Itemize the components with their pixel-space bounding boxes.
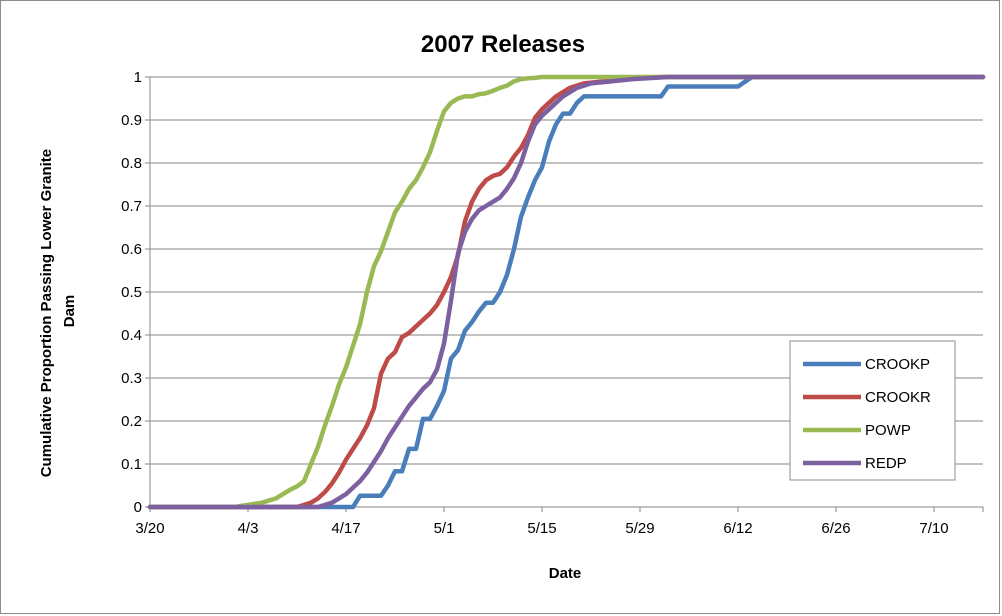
x-tick-label: 5/1 <box>434 520 455 537</box>
x-tick-label: 7/10 <box>919 520 948 537</box>
legend: CROOKP CROOKR POWP REDP <box>789 340 956 481</box>
series-line-crookp <box>147 74 986 510</box>
y-tick-label: 0.6 <box>121 241 142 258</box>
y-tick-label: 0.7 <box>121 198 142 215</box>
series-line-redp <box>147 74 986 510</box>
x-tick-label: 5/29 <box>625 520 654 537</box>
legend-label-crookr: CROOKR <box>865 389 931 406</box>
y-tick-label: 0 <box>134 499 142 516</box>
x-tick-label: 3/20 <box>135 520 164 537</box>
series-line-powp <box>147 74 986 510</box>
legend-label-redp: REDP <box>865 455 907 472</box>
y-tick-label: 0.8 <box>121 155 142 172</box>
x-tick-label: 4/17 <box>331 520 360 537</box>
y-tick-label: 0.5 <box>121 284 142 301</box>
chart-title: 2007 Releases <box>421 31 585 58</box>
y-axis-title-line-2: Dam <box>61 295 78 328</box>
x-axis-title: Date <box>549 565 582 582</box>
y-tick-label: 1 <box>134 69 142 86</box>
legend-label-crookp: CROOKP <box>865 356 930 373</box>
x-tick-label: 6/26 <box>821 520 850 537</box>
x-tick-label: 4/3 <box>238 520 259 537</box>
x-tick-label: 5/15 <box>527 520 556 537</box>
legend-label-powp: POWP <box>865 422 911 439</box>
y-axis-title-line-1: Cumulative Proportion Passing Lower Gran… <box>38 149 55 477</box>
y-tick-label: 0.9 <box>121 112 142 129</box>
series-line-crookr <box>147 74 986 510</box>
x-tick-label: 6/12 <box>723 520 752 537</box>
y-tick-label: 0.2 <box>121 413 142 430</box>
series-lines <box>147 74 986 510</box>
y-tick-label: 0.1 <box>121 456 142 473</box>
y-tick-label: 0.4 <box>121 327 142 344</box>
y-axis-title: Cumulative Proportion Passing Lower Gran… <box>38 145 78 478</box>
y-tick-label: 0.3 <box>121 370 142 387</box>
